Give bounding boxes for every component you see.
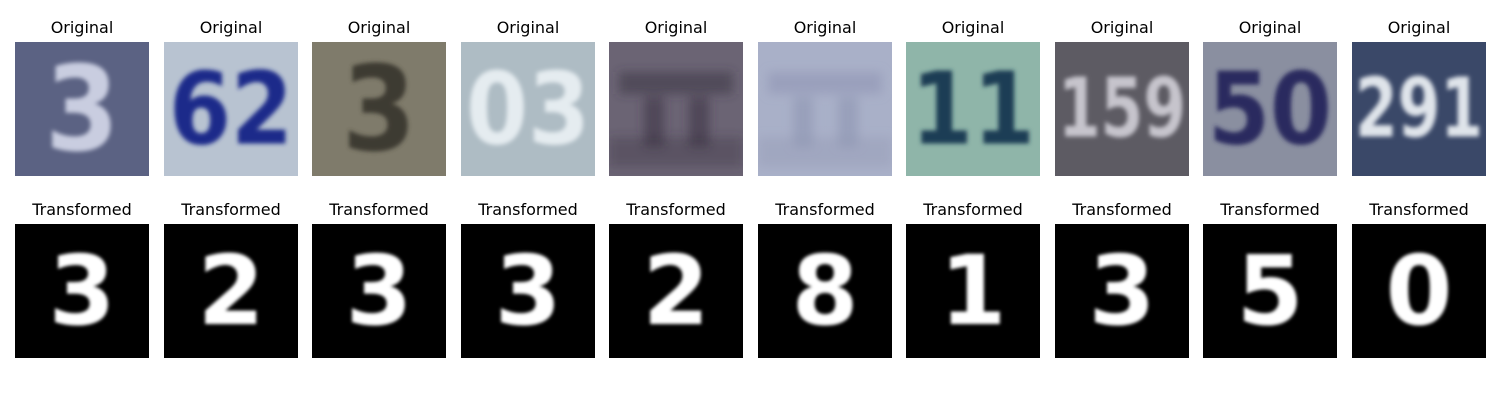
transformed-panel: Transformed 2	[609, 198, 743, 358]
transformed-digit-image: 3	[312, 224, 446, 358]
svg-text:159: 159	[1058, 62, 1186, 157]
original-panel: Original 62	[164, 16, 298, 176]
panel-title: Transformed	[478, 200, 578, 219]
transformed-digit-image: 1	[906, 224, 1040, 358]
panel-title: Original	[644, 18, 708, 37]
transformed-panel: Transformed 3	[461, 198, 595, 358]
panel-title: Transformed	[923, 200, 1023, 219]
original-panel: Original 3	[312, 16, 446, 176]
svg-text:11: 11	[911, 51, 1035, 168]
svg-text:0: 0	[1386, 235, 1453, 347]
original-row: Original 3 Original 62 Original 3 Original 03 Or…	[0, 16, 1500, 176]
panel-title: Original	[1238, 18, 1302, 37]
panel-title: Transformed	[1369, 200, 1469, 219]
transformed-digit-image: 2	[164, 224, 298, 358]
transformed-panel: Transformed 0	[1352, 198, 1486, 358]
panel-title: Original	[199, 18, 263, 37]
original-digit-image: 50	[1203, 42, 1337, 176]
panel-title: Original	[50, 18, 114, 37]
transformed-digit-image: 0	[1352, 224, 1486, 358]
original-panel: Original 3	[15, 16, 149, 176]
svg-text:3: 3	[495, 235, 562, 347]
original-panel: Original	[758, 16, 892, 176]
transformed-digit-image: 3	[1055, 224, 1189, 358]
original-digit-image: 291	[1352, 42, 1486, 176]
original-digit-image: 159	[1055, 42, 1189, 176]
panel-title: Original	[941, 18, 1005, 37]
svg-text:2: 2	[198, 235, 265, 347]
original-digit-image	[609, 42, 743, 176]
panel-title: Original	[1090, 18, 1154, 37]
original-digit-image: 3	[312, 42, 446, 176]
transformed-digit-image: 2	[609, 224, 743, 358]
svg-text:3: 3	[49, 235, 116, 347]
original-digit-image	[758, 42, 892, 176]
panel-title: Original	[496, 18, 560, 37]
svg-text:1: 1	[940, 235, 1007, 347]
svg-text:3: 3	[1089, 235, 1156, 347]
original-digit-image: 62	[164, 42, 298, 176]
panel-title: Transformed	[1220, 200, 1320, 219]
panel-title: Transformed	[181, 200, 281, 219]
original-panel: Original 03	[461, 16, 595, 176]
svg-text:03: 03	[466, 51, 590, 168]
svg-text:2: 2	[643, 235, 710, 347]
svg-text:5: 5	[1237, 235, 1304, 347]
original-digit-image: 11	[906, 42, 1040, 176]
original-digit-image: 3	[15, 42, 149, 176]
panel-title: Transformed	[329, 200, 429, 219]
transformed-digit-image: 5	[1203, 224, 1337, 358]
panel-title: Transformed	[32, 200, 132, 219]
original-panel: Original 291	[1352, 16, 1486, 176]
transformed-row: Transformed 3 Transformed 2 Transformed 3 Tran…	[0, 198, 1500, 358]
transformed-panel: Transformed 3	[15, 198, 149, 358]
original-panel: Original 50	[1203, 16, 1337, 176]
panel-title: Transformed	[1072, 200, 1172, 219]
panel-title: Transformed	[775, 200, 875, 219]
panel-title: Original	[793, 18, 857, 37]
original-digit-image: 03	[461, 42, 595, 176]
transformed-panel: Transformed 1	[906, 198, 1040, 358]
transformed-panel: Transformed 2	[164, 198, 298, 358]
transformed-digit-image: 8	[758, 224, 892, 358]
svg-text:8: 8	[792, 235, 859, 347]
transformed-panel: Transformed 5	[1203, 198, 1337, 358]
original-panel: Original 159	[1055, 16, 1189, 176]
panel-title: Transformed	[626, 200, 726, 219]
svg-text:3: 3	[45, 42, 119, 176]
svg-text:3: 3	[342, 42, 416, 176]
original-panel: Original 11	[906, 16, 1040, 176]
transformed-panel: Transformed 8	[758, 198, 892, 358]
original-panel: Original	[609, 16, 743, 176]
transformed-panel: Transformed 3	[1055, 198, 1189, 358]
panel-title: Original	[1387, 18, 1451, 37]
svg-text:3: 3	[346, 235, 413, 347]
svg-text:50: 50	[1208, 51, 1332, 168]
svg-text:291: 291	[1355, 62, 1483, 157]
panel-title: Original	[347, 18, 411, 37]
transformed-panel: Transformed 3	[312, 198, 446, 358]
svg-text:62: 62	[169, 51, 293, 168]
transformed-digit-image: 3	[15, 224, 149, 358]
transformed-digit-image: 3	[461, 224, 595, 358]
